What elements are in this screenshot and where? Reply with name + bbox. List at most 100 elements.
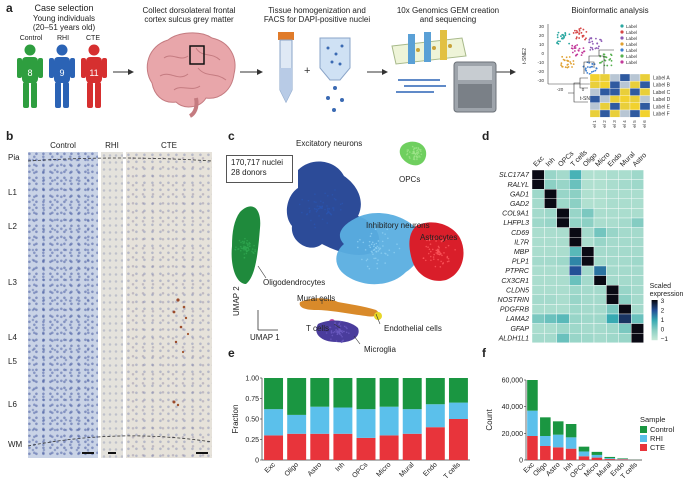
brain-icon	[146, 32, 236, 118]
x-tick-label: Endo	[422, 461, 439, 478]
umap-point	[340, 320, 342, 323]
bar-segment-cte	[591, 457, 603, 460]
tsne-point	[588, 41, 591, 44]
umap-point	[333, 330, 336, 333]
umap-point	[306, 213, 308, 216]
heatmap-cell	[531, 179, 545, 190]
mini-heat-row-label: Label A	[653, 76, 670, 82]
leader-line	[257, 265, 267, 279]
umap-point	[242, 242, 245, 244]
umap-point	[398, 247, 401, 250]
umap-point	[420, 153, 423, 156]
legend-gradient-step	[651, 336, 658, 338]
dataset-info-box: 170,717 nuclei 28 donors	[226, 155, 293, 183]
umap-point	[246, 239, 248, 242]
umap-point	[335, 329, 338, 331]
heatmap-cell	[618, 227, 632, 238]
heatmap-cell	[606, 332, 620, 343]
gene-label: COL9A1	[502, 211, 529, 218]
heatmap-cell	[581, 236, 595, 247]
umap-point	[324, 208, 326, 211]
bar-segment-rhi	[287, 414, 307, 434]
legend-gradient-step	[651, 329, 658, 331]
tsne-point	[594, 69, 597, 72]
heatmap-cell	[568, 284, 582, 295]
umap-point	[434, 265, 437, 268]
heatmap-cell	[531, 236, 545, 247]
umap-point	[243, 246, 245, 249]
heatmap-cell	[531, 169, 545, 180]
heatmap-cell	[568, 256, 582, 267]
sample-region-box	[189, 45, 205, 65]
umap-point	[314, 193, 316, 195]
tsne-point	[588, 38, 591, 41]
tsne-point	[578, 37, 581, 39]
x-tick-label: Exc	[264, 461, 278, 475]
mini-heat-cell	[599, 81, 611, 89]
umap-point	[377, 250, 380, 252]
heatmap-cell	[630, 275, 644, 286]
heatmap-cell	[544, 189, 558, 200]
umap-point	[393, 251, 396, 254]
heatmap-cell	[593, 275, 607, 286]
umap-point	[316, 209, 319, 212]
person-icon-rhi	[49, 44, 75, 108]
umap-point	[237, 248, 240, 250]
mini-heat-row-label: Label D	[653, 97, 671, 103]
person-icon-cte	[81, 44, 107, 108]
heatmap-cell	[581, 227, 595, 238]
gene-label: PLP1	[512, 259, 529, 266]
umap-point	[376, 262, 378, 265]
umap-point	[429, 255, 432, 258]
tsne-point	[574, 54, 577, 57]
umap-point	[251, 250, 253, 253]
umap-point	[413, 157, 415, 160]
heatmap-cell	[606, 179, 620, 190]
gene-label: GFAP	[510, 326, 529, 333]
bar-segment-cte	[578, 456, 590, 460]
legend-gradient-step	[651, 305, 658, 307]
panel-letter-e: e	[228, 346, 235, 360]
mini-heat-cell	[619, 81, 631, 89]
legend-gradient-step	[651, 331, 658, 333]
umap-point	[407, 149, 410, 151]
umap-point	[254, 248, 256, 251]
heatmap-cell	[556, 189, 570, 200]
group-count-rhi: 9	[59, 68, 65, 78]
legend-gradient-step	[651, 304, 658, 306]
bar-segment-cte	[264, 435, 284, 460]
tsne-point	[568, 42, 571, 45]
heatmap-cell	[593, 217, 607, 228]
umap-point	[336, 333, 339, 335]
umap-point	[417, 147, 419, 149]
tsne-point	[586, 71, 589, 74]
mini-heat-cell	[589, 73, 601, 82]
facs-icon: +	[278, 32, 351, 112]
heatmap-cell	[556, 236, 570, 247]
heatmap-cell	[593, 294, 607, 305]
legend-swatch	[620, 60, 624, 64]
tsne-point	[591, 48, 594, 51]
gene-label: NOSTRIN	[498, 297, 530, 304]
panel-letter-b: b	[6, 129, 14, 143]
legend-gradient-step	[651, 300, 658, 302]
umap-point	[432, 258, 435, 260]
tsne-point	[605, 56, 608, 59]
umap-point	[429, 238, 432, 240]
group-count-cte: 11	[89, 68, 99, 78]
bar-segment-rhi	[333, 407, 353, 434]
bar-segment-control	[578, 446, 590, 452]
heatmap-cell	[618, 189, 632, 200]
gene-label: LAMA2	[506, 316, 529, 323]
umap-point	[338, 330, 341, 332]
bar-segment-cte	[527, 436, 538, 460]
umap-point	[428, 248, 431, 251]
bar-segment-rhi	[310, 406, 330, 434]
umap-point	[247, 243, 249, 245]
heatmap-cell	[568, 265, 582, 276]
umap-point	[446, 255, 449, 258]
y-tick-label: 40,000	[502, 404, 524, 411]
tissue-col-cte: CTE	[161, 141, 177, 150]
tsne-point	[560, 62, 563, 65]
tsne-point	[556, 34, 559, 36]
